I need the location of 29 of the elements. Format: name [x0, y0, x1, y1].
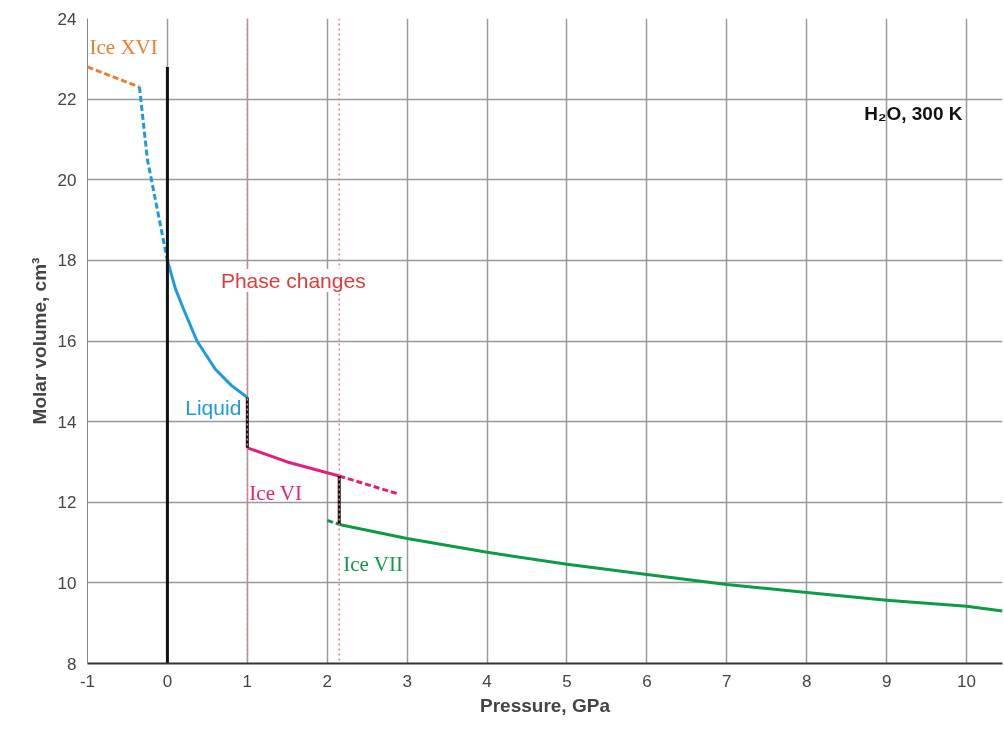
y-tick-label: 20 — [57, 170, 77, 190]
x-tick-label: 1 — [242, 671, 253, 691]
x-tick-label: 7 — [722, 671, 732, 691]
x-tick-label: 6 — [642, 671, 652, 691]
y-axis-title: Molar volume, cm³ — [28, 257, 50, 425]
x-tick-label: 0 — [162, 671, 173, 691]
y-tick-label: 18 — [57, 251, 77, 271]
series-label: Ice XVI — [89, 34, 158, 59]
x-tick-label: 2 — [322, 671, 332, 691]
y-tick-label: 12 — [57, 493, 77, 513]
x-tick-label: 4 — [482, 671, 492, 691]
y-tick-label: 8 — [67, 654, 77, 674]
x-tick-label: 3 — [402, 671, 412, 691]
x-tick-label: 9 — [881, 671, 892, 691]
y-tick-label: 24 — [57, 9, 77, 29]
series-label: Ice VII — [343, 552, 403, 577]
series-label: Liquid — [185, 395, 242, 419]
y-tick-label: 14 — [57, 412, 77, 432]
x-tick-label: 8 — [801, 671, 812, 691]
x-tick-label: -1 — [79, 671, 96, 691]
y-tick-label: 22 — [57, 90, 77, 110]
y-tick-label: 16 — [57, 332, 77, 351]
x-tick-label: 5 — [562, 671, 572, 691]
annotation: H₂O, 300 K — [864, 103, 963, 124]
series-label: Ice VI — [249, 480, 302, 505]
x-tick-label: 10 — [957, 671, 977, 691]
annotation: Phase changes — [220, 269, 366, 293]
x-axis-title: Pressure, GPa — [480, 694, 611, 716]
y-tick-label: 10 — [57, 573, 77, 593]
